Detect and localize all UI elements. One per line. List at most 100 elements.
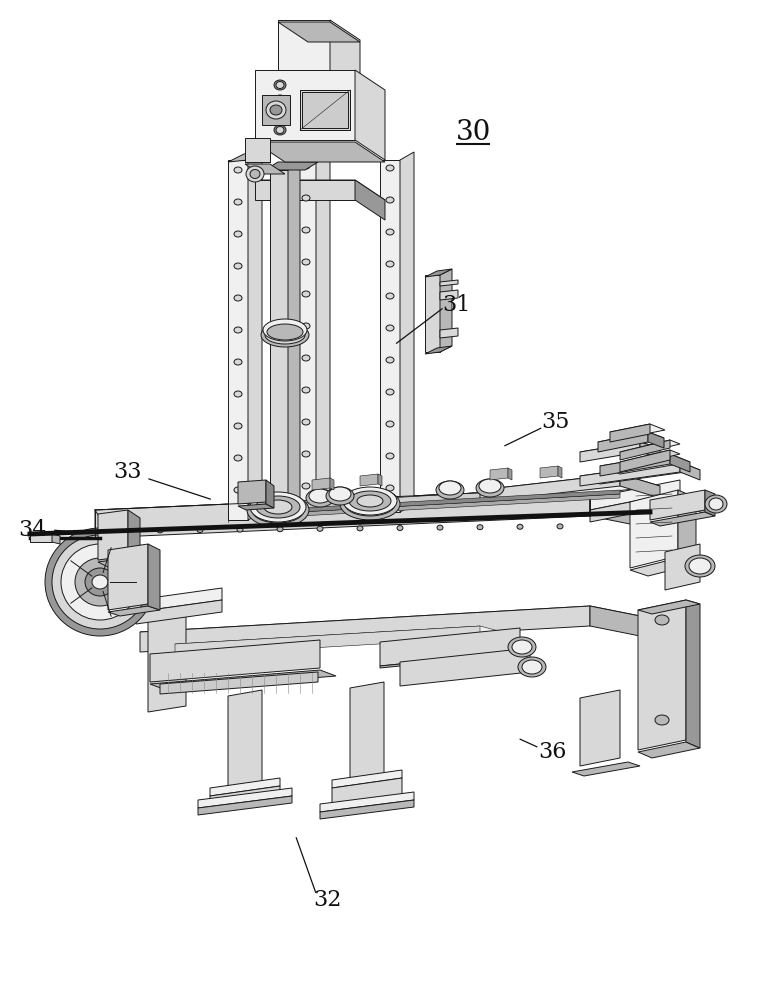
Ellipse shape bbox=[302, 387, 310, 393]
Polygon shape bbox=[540, 466, 558, 478]
Ellipse shape bbox=[234, 455, 242, 461]
Polygon shape bbox=[640, 442, 660, 458]
Ellipse shape bbox=[265, 326, 305, 344]
Ellipse shape bbox=[61, 544, 139, 620]
Polygon shape bbox=[350, 682, 384, 782]
Ellipse shape bbox=[386, 325, 394, 331]
Polygon shape bbox=[320, 792, 414, 812]
Polygon shape bbox=[360, 474, 378, 486]
Polygon shape bbox=[210, 778, 280, 796]
Text: 34: 34 bbox=[18, 519, 46, 541]
Polygon shape bbox=[580, 442, 640, 462]
Ellipse shape bbox=[655, 715, 669, 725]
Polygon shape bbox=[440, 280, 458, 286]
Ellipse shape bbox=[85, 568, 115, 596]
Polygon shape bbox=[98, 510, 128, 560]
Ellipse shape bbox=[386, 485, 394, 491]
Ellipse shape bbox=[237, 527, 243, 532]
Polygon shape bbox=[255, 486, 590, 516]
Polygon shape bbox=[380, 160, 400, 512]
Polygon shape bbox=[228, 152, 262, 162]
Polygon shape bbox=[686, 600, 700, 748]
Polygon shape bbox=[296, 152, 316, 512]
Polygon shape bbox=[572, 762, 640, 776]
Polygon shape bbox=[355, 180, 385, 220]
Ellipse shape bbox=[340, 488, 400, 520]
Ellipse shape bbox=[508, 637, 536, 657]
Ellipse shape bbox=[557, 524, 563, 529]
Ellipse shape bbox=[274, 95, 286, 105]
Polygon shape bbox=[598, 432, 664, 448]
Ellipse shape bbox=[250, 169, 260, 178]
Ellipse shape bbox=[302, 451, 310, 457]
Polygon shape bbox=[650, 490, 705, 520]
Ellipse shape bbox=[477, 525, 483, 530]
Polygon shape bbox=[330, 478, 334, 490]
Polygon shape bbox=[620, 450, 670, 472]
Polygon shape bbox=[680, 492, 710, 516]
Ellipse shape bbox=[276, 82, 284, 89]
Ellipse shape bbox=[276, 126, 284, 133]
Polygon shape bbox=[175, 626, 480, 656]
Polygon shape bbox=[670, 454, 690, 472]
Ellipse shape bbox=[302, 163, 310, 169]
Polygon shape bbox=[150, 670, 336, 690]
Polygon shape bbox=[648, 432, 664, 448]
Polygon shape bbox=[620, 440, 670, 460]
Polygon shape bbox=[610, 424, 650, 442]
Polygon shape bbox=[425, 275, 440, 352]
Ellipse shape bbox=[234, 327, 242, 333]
Polygon shape bbox=[558, 466, 562, 478]
Polygon shape bbox=[30, 534, 52, 542]
Polygon shape bbox=[380, 628, 520, 666]
Polygon shape bbox=[620, 440, 680, 456]
Ellipse shape bbox=[234, 167, 242, 173]
Ellipse shape bbox=[357, 495, 383, 507]
Polygon shape bbox=[490, 468, 508, 480]
Ellipse shape bbox=[317, 526, 323, 531]
Polygon shape bbox=[245, 138, 270, 162]
Ellipse shape bbox=[386, 389, 394, 395]
Polygon shape bbox=[316, 144, 330, 512]
Ellipse shape bbox=[261, 323, 309, 347]
Ellipse shape bbox=[234, 231, 242, 237]
Polygon shape bbox=[590, 480, 680, 510]
Ellipse shape bbox=[302, 195, 310, 201]
Polygon shape bbox=[650, 512, 715, 526]
Ellipse shape bbox=[518, 657, 546, 677]
Ellipse shape bbox=[274, 110, 286, 120]
Polygon shape bbox=[255, 142, 385, 162]
Polygon shape bbox=[580, 690, 620, 766]
Polygon shape bbox=[150, 640, 320, 682]
Polygon shape bbox=[665, 544, 700, 590]
Ellipse shape bbox=[655, 615, 669, 625]
Polygon shape bbox=[440, 269, 452, 352]
Ellipse shape bbox=[343, 487, 397, 515]
Ellipse shape bbox=[397, 526, 403, 530]
Ellipse shape bbox=[302, 291, 310, 297]
Polygon shape bbox=[238, 504, 274, 510]
Polygon shape bbox=[262, 95, 290, 125]
Polygon shape bbox=[108, 606, 160, 616]
Ellipse shape bbox=[302, 323, 310, 329]
Text: 30: 30 bbox=[456, 118, 491, 145]
Polygon shape bbox=[440, 328, 458, 338]
Polygon shape bbox=[638, 600, 700, 614]
Polygon shape bbox=[255, 70, 355, 140]
Polygon shape bbox=[140, 606, 650, 644]
Polygon shape bbox=[332, 778, 402, 806]
Ellipse shape bbox=[277, 527, 283, 532]
Ellipse shape bbox=[264, 500, 292, 514]
Polygon shape bbox=[638, 600, 686, 750]
Polygon shape bbox=[610, 424, 665, 438]
Ellipse shape bbox=[250, 492, 306, 522]
Ellipse shape bbox=[479, 479, 501, 493]
Ellipse shape bbox=[252, 497, 304, 523]
Ellipse shape bbox=[705, 495, 727, 513]
Polygon shape bbox=[140, 606, 590, 652]
Polygon shape bbox=[480, 474, 620, 502]
Polygon shape bbox=[598, 432, 648, 452]
Polygon shape bbox=[320, 800, 414, 819]
Ellipse shape bbox=[309, 489, 331, 503]
Ellipse shape bbox=[386, 197, 394, 203]
